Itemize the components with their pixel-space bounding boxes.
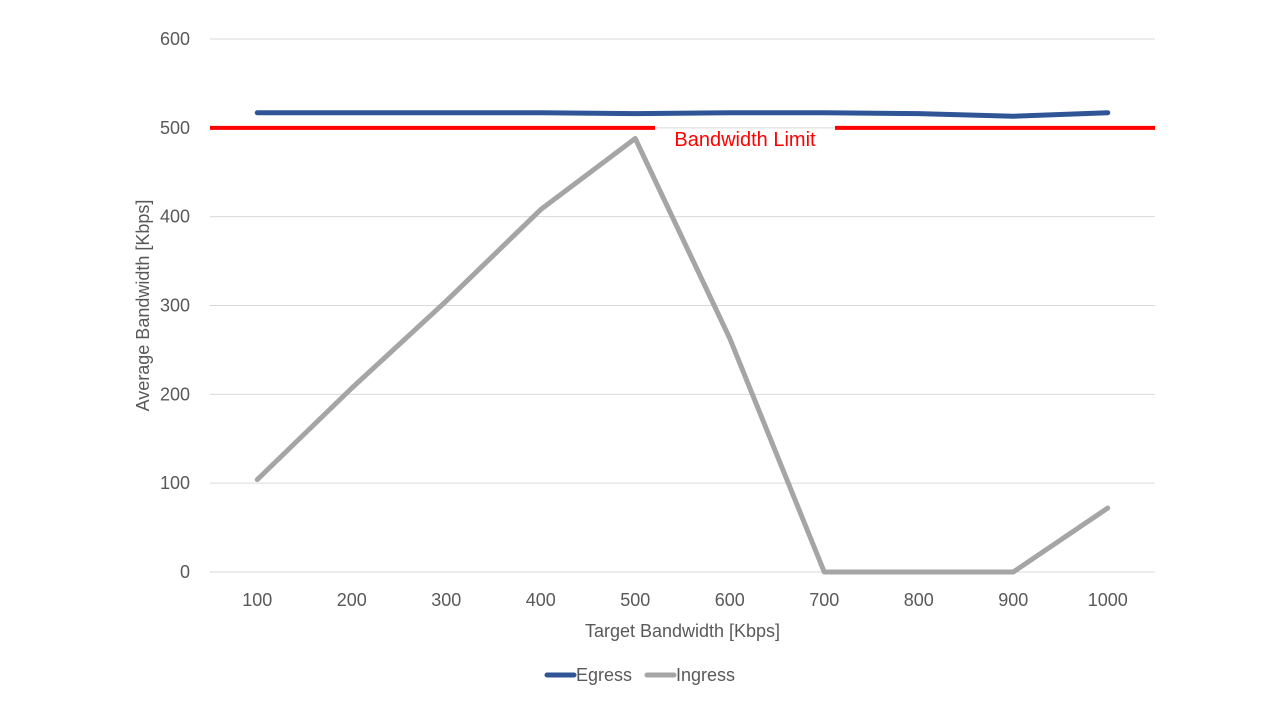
y-tick-label: 300 (160, 296, 190, 316)
y-tick-label: 500 (160, 118, 190, 138)
y-tick-label: 100 (160, 473, 190, 493)
legend-label-egress: Egress (576, 665, 632, 685)
x-tick-label: 600 (715, 590, 745, 610)
x-tick-label: 400 (526, 590, 556, 610)
x-axis-ticks: 100 200 300 400 500 600 700 800 900 1000 (242, 590, 1128, 610)
x-tick-label: 900 (998, 590, 1028, 610)
y-axis-ticks: 0 100 200 300 400 500 600 (160, 29, 190, 582)
x-tick-label: 700 (809, 590, 839, 610)
bandwidth-limit-line: Bandwidth Limit (210, 125, 1155, 151)
x-axis-title: Target Bandwidth [Kbps] (585, 621, 780, 641)
x-tick-label: 200 (337, 590, 367, 610)
legend-label-ingress: Ingress (676, 665, 735, 685)
y-tick-label: 0 (180, 562, 190, 582)
y-axis-title: Average Bandwidth [Kbps] (133, 200, 153, 412)
series-line-ingress (254, 135, 1111, 575)
y-tick-label: 600 (160, 29, 190, 49)
x-tick-label: 800 (904, 590, 934, 610)
x-tick-label: 1000 (1088, 590, 1128, 610)
x-tick-label: 100 (242, 590, 272, 610)
y-tick-label: 400 (160, 207, 190, 227)
bandwidth-limit-label: Bandwidth Limit (674, 129, 816, 151)
gridlines (210, 38, 1155, 573)
legend: Egress Ingress (544, 665, 735, 685)
series-lines (254, 110, 1111, 575)
x-tick-label: 500 (620, 590, 650, 610)
x-tick-label: 300 (431, 590, 461, 610)
y-tick-label: 200 (160, 384, 190, 404)
series-line-egress (254, 110, 1111, 119)
